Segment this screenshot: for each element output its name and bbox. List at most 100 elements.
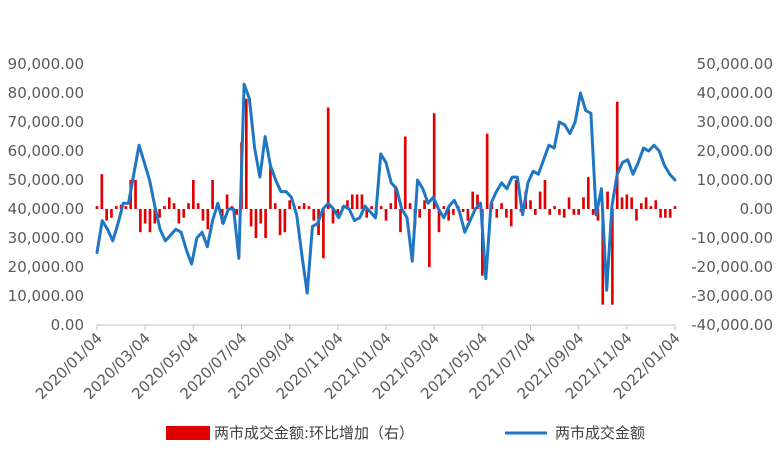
left-axis-tick-label: 80,000.00 bbox=[8, 84, 84, 102]
left-axis-tick-label: 70,000.00 bbox=[8, 113, 84, 131]
bar bbox=[611, 209, 614, 305]
bar bbox=[365, 209, 369, 218]
bar bbox=[278, 209, 282, 236]
bar bbox=[288, 200, 291, 209]
left-axis-tick-label: 0.00 bbox=[51, 316, 84, 334]
x-axis-ticks: 2020/01/042020/03/042020/05/042020/07/04… bbox=[32, 325, 684, 403]
bar bbox=[394, 185, 397, 209]
bar bbox=[577, 209, 580, 215]
bar bbox=[264, 209, 267, 238]
right-axis-tick-label: 40,000.00 bbox=[697, 84, 773, 102]
bar bbox=[553, 206, 556, 209]
bar bbox=[533, 209, 537, 215]
right-axis-tick-label: 10,000.00 bbox=[697, 171, 773, 189]
bar bbox=[331, 209, 335, 224]
right-axis-tick-label: -30,000.00 bbox=[691, 287, 773, 305]
right-axis-tick-label: -10,000.00 bbox=[691, 229, 773, 247]
bar bbox=[124, 206, 128, 209]
bar bbox=[110, 209, 113, 218]
line-series bbox=[95, 82, 677, 295]
bar bbox=[283, 209, 287, 233]
bar bbox=[346, 200, 349, 209]
bar bbox=[664, 209, 667, 218]
bar bbox=[572, 209, 576, 215]
bar bbox=[442, 206, 446, 209]
bar bbox=[635, 209, 638, 221]
legend: 两市成交金额:环比增加（右） 两市成交金额 bbox=[166, 424, 645, 442]
bar bbox=[153, 209, 157, 224]
bar bbox=[408, 203, 412, 209]
legend-line-label: 两市成交金额 bbox=[555, 424, 645, 442]
legend-bar-label: 两市成交金额:环比增加（右） bbox=[214, 424, 414, 442]
bar bbox=[418, 209, 422, 218]
bar bbox=[206, 209, 210, 230]
bar bbox=[673, 206, 677, 209]
bar bbox=[114, 206, 118, 209]
bar bbox=[201, 209, 205, 221]
bar bbox=[134, 180, 137, 209]
bar bbox=[543, 180, 547, 209]
bar bbox=[192, 180, 195, 209]
bar-series bbox=[95, 98, 677, 305]
bar bbox=[163, 206, 166, 209]
left-axis-tick-label: 20,000.00 bbox=[8, 258, 84, 276]
bar bbox=[582, 197, 585, 209]
bar bbox=[437, 209, 441, 233]
bar bbox=[225, 194, 229, 209]
bar bbox=[403, 136, 407, 209]
left-axis-tick-label: 30,000.00 bbox=[8, 229, 84, 247]
bar bbox=[558, 209, 561, 215]
bar bbox=[500, 203, 503, 209]
bar bbox=[649, 206, 653, 209]
bar bbox=[625, 194, 629, 209]
bar bbox=[100, 174, 104, 209]
right-axis-tick-label: -40,000.00 bbox=[691, 316, 773, 334]
bar bbox=[105, 209, 108, 221]
bar bbox=[452, 209, 455, 215]
legend-bar-swatch bbox=[166, 426, 210, 440]
bar bbox=[461, 209, 465, 212]
bar bbox=[187, 203, 190, 209]
bar bbox=[432, 113, 436, 209]
bar bbox=[355, 194, 359, 209]
bar bbox=[601, 209, 605, 305]
bar bbox=[505, 209, 508, 218]
bar bbox=[143, 209, 147, 224]
bar bbox=[620, 197, 624, 209]
bar bbox=[379, 206, 383, 209]
bar bbox=[447, 209, 450, 221]
bar bbox=[567, 197, 571, 209]
left-axis-tick-label: 10,000.00 bbox=[8, 287, 84, 305]
bar bbox=[399, 209, 402, 233]
bar bbox=[591, 209, 595, 215]
right-axis-tick-label: 0.00 bbox=[740, 200, 773, 218]
right-axis-ticks: -40,000.00 -30,000.00 -20,000.00 -10,000.00… bbox=[691, 55, 773, 334]
bar bbox=[529, 200, 532, 209]
bar bbox=[644, 197, 648, 209]
bar bbox=[360, 194, 364, 209]
bar bbox=[548, 209, 552, 215]
left-axis-tick-label: 50,000.00 bbox=[8, 171, 84, 189]
bar bbox=[476, 194, 479, 209]
bar bbox=[167, 197, 171, 209]
bar bbox=[596, 209, 600, 221]
bar bbox=[172, 203, 176, 209]
bar bbox=[177, 209, 181, 224]
bar bbox=[423, 200, 426, 209]
bar bbox=[466, 209, 470, 221]
bar bbox=[95, 206, 99, 209]
bar bbox=[259, 209, 263, 224]
left-axis-tick-label: 40,000.00 bbox=[8, 200, 84, 218]
bar bbox=[668, 209, 672, 218]
bar bbox=[182, 209, 186, 218]
right-axis-tick-label: 20,000.00 bbox=[697, 142, 773, 160]
left-axis-tick-label: 60,000.00 bbox=[8, 142, 84, 160]
left-axis-ticks: 0.00 10,000.00 20,000.00 30,000.00 40,000.00… bbox=[8, 55, 84, 334]
bar bbox=[302, 203, 306, 209]
bar bbox=[485, 133, 489, 209]
bar bbox=[639, 203, 643, 209]
bar bbox=[389, 203, 393, 209]
left-axis-tick-label: 90,000.00 bbox=[8, 55, 84, 73]
bar bbox=[654, 200, 658, 209]
